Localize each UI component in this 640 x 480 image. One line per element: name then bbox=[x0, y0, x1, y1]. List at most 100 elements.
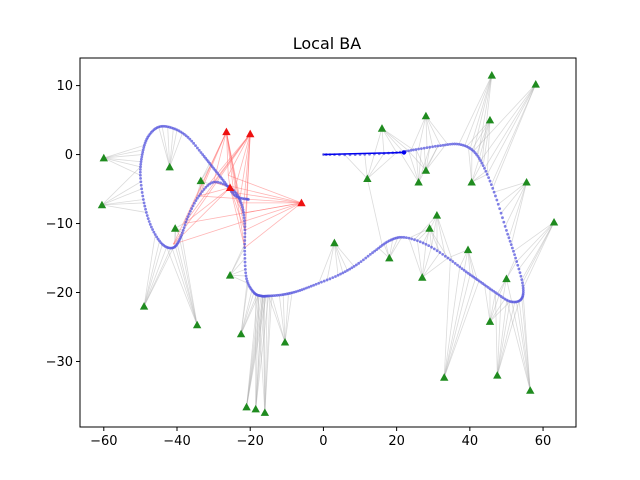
observation-line bbox=[522, 221, 555, 289]
observation-line bbox=[436, 215, 446, 257]
observation-line bbox=[489, 294, 500, 322]
trajectory-point bbox=[243, 246, 247, 250]
local-observation-line bbox=[184, 187, 231, 224]
trajectory-point bbox=[371, 251, 374, 255]
observation-line bbox=[257, 295, 266, 413]
observation-line bbox=[408, 227, 430, 239]
observation-line bbox=[366, 178, 383, 246]
observation-line bbox=[467, 249, 478, 280]
observation-line bbox=[429, 228, 441, 253]
observation-line bbox=[506, 299, 531, 391]
local-landmark-marker bbox=[222, 127, 231, 136]
observation-line bbox=[388, 237, 403, 259]
local-observation-line bbox=[244, 202, 302, 248]
observation-line bbox=[240, 292, 255, 335]
trajectory-point bbox=[243, 242, 247, 246]
trajectory-point bbox=[156, 237, 160, 241]
observation-line bbox=[334, 242, 355, 267]
local-observation-line bbox=[226, 131, 229, 176]
trajectory-point bbox=[341, 271, 345, 275]
trajectory-point bbox=[144, 211, 148, 214]
observation-line bbox=[478, 119, 491, 159]
local-observation-line bbox=[229, 187, 246, 248]
x-tick-label: −20 bbox=[236, 434, 263, 449]
trajectory-point bbox=[499, 211, 503, 215]
fixed-landmark-marker bbox=[192, 320, 202, 329]
trajectory-point bbox=[243, 231, 247, 235]
trajectory-point bbox=[243, 225, 247, 229]
trajectory-point bbox=[240, 203, 244, 207]
local-landmark-marker bbox=[246, 129, 255, 138]
fixed-landmark-marker bbox=[487, 71, 497, 79]
fixed-landmark-marker bbox=[377, 124, 387, 132]
trajectory-point bbox=[346, 268, 349, 272]
observation-line bbox=[443, 259, 451, 378]
observation-line bbox=[381, 128, 397, 153]
fixed-landmark-marker bbox=[421, 111, 431, 120]
trajectory-point bbox=[515, 260, 519, 263]
fixed-landmark-marker bbox=[432, 211, 442, 219]
fixed-landmark-marker bbox=[522, 177, 531, 186]
trajectory-point bbox=[314, 282, 318, 286]
observation-line bbox=[471, 170, 487, 183]
trajectory-point bbox=[479, 159, 482, 163]
trajectory-point bbox=[208, 182, 212, 186]
local-observation-line bbox=[229, 187, 246, 231]
observation-line bbox=[414, 214, 438, 240]
trajectory-point bbox=[506, 232, 510, 236]
fixed-landmark-marker bbox=[502, 274, 511, 283]
observation-line bbox=[416, 240, 423, 278]
trajectory-point bbox=[182, 226, 186, 230]
observation-line bbox=[467, 249, 475, 278]
local-observation-line bbox=[238, 133, 251, 203]
observation-line bbox=[418, 145, 439, 183]
trajectory-point bbox=[436, 144, 440, 148]
trajectory-point bbox=[140, 191, 144, 194]
observation-line bbox=[443, 278, 476, 378]
fixed-landmark-marker bbox=[139, 302, 149, 310]
observation-line bbox=[167, 126, 171, 167]
trajectory-point bbox=[245, 277, 248, 281]
trajectory-point bbox=[201, 153, 205, 156]
trajectory-point bbox=[193, 201, 196, 205]
trajectory-point bbox=[453, 261, 457, 265]
trajectory-point bbox=[139, 180, 143, 184]
trajectory-point bbox=[339, 272, 342, 276]
trajectory-point bbox=[443, 254, 447, 258]
observation-line bbox=[381, 128, 414, 151]
trajectory-point bbox=[415, 239, 419, 243]
trajectory-point bbox=[139, 183, 143, 187]
trajectory-point bbox=[243, 267, 247, 271]
trajectory-point bbox=[407, 236, 411, 240]
fixed-landmark-marker bbox=[526, 386, 535, 394]
observation-line bbox=[425, 147, 431, 171]
observation-line bbox=[506, 278, 513, 302]
observation-line bbox=[496, 301, 516, 376]
trajectory-point bbox=[307, 285, 311, 289]
observation-line bbox=[431, 215, 438, 248]
observation-line bbox=[421, 244, 427, 278]
trajectory-point bbox=[424, 242, 428, 246]
observation-line bbox=[255, 296, 264, 410]
trajectory-point bbox=[510, 246, 514, 250]
trajectory-point bbox=[199, 151, 203, 154]
trajectory-point bbox=[407, 149, 410, 153]
trajectory-point bbox=[444, 143, 447, 147]
trajectory-point bbox=[460, 267, 464, 271]
observation-line bbox=[103, 157, 142, 163]
observation-line bbox=[521, 298, 531, 391]
trajectory-point bbox=[418, 240, 422, 244]
observation-line bbox=[240, 283, 249, 334]
trajectory-point bbox=[359, 260, 363, 264]
trajectory-point bbox=[354, 263, 358, 267]
observation-line bbox=[443, 274, 471, 378]
fixed-landmark-marker bbox=[99, 153, 108, 162]
observation-line bbox=[166, 246, 198, 326]
observation-line bbox=[489, 298, 506, 322]
trajectory-point bbox=[331, 276, 335, 280]
trajectory-point bbox=[143, 143, 146, 147]
trajectory-point bbox=[521, 281, 524, 285]
x-tick-label: −60 bbox=[90, 434, 117, 449]
observation-line bbox=[103, 154, 143, 159]
trajectory-point bbox=[410, 237, 414, 241]
